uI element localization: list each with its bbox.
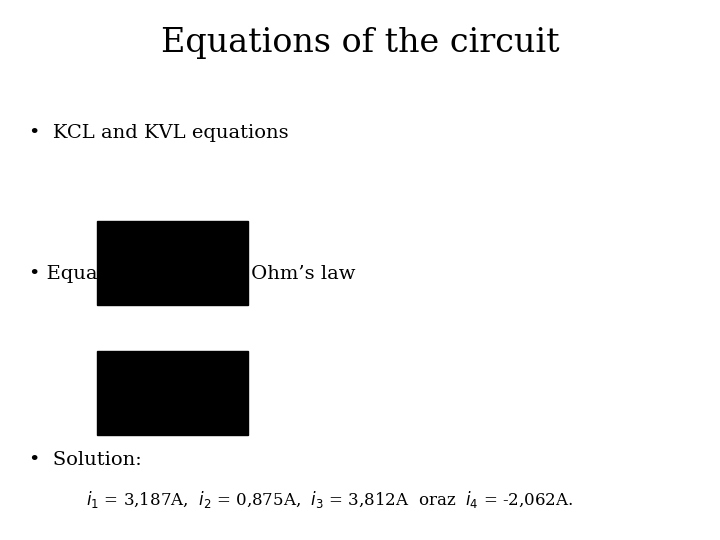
Text: •  KCL and KVL equations: • KCL and KVL equations — [29, 124, 289, 142]
Bar — [97, 351, 248, 435]
Text: • Equations including Ohm’s law: • Equations including Ohm’s law — [29, 265, 355, 282]
Text: $i_1$ = 3,187A,  $i_2$ = 0,875A,  $i_3$ = 3,812A  oraz  $i_4$ = -2,062A.: $i_1$ = 3,187A, $i_2$ = 0,875A, $i_3$ = … — [86, 489, 574, 510]
Text: •  Solution:: • Solution: — [29, 451, 142, 469]
Text: Equations of the circuit: Equations of the circuit — [161, 27, 559, 59]
Bar — [97, 221, 248, 305]
